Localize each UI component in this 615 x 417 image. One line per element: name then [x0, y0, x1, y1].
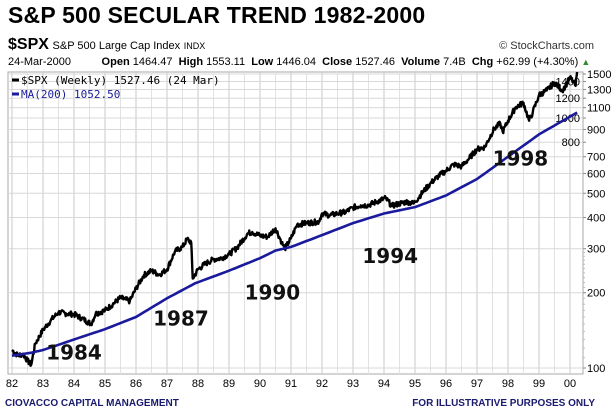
open-value: 1464.47 [132, 56, 173, 68]
chart-title: S&P 500 SECULAR TREND 1982-2000 [8, 2, 426, 28]
y-tick-label: 1200 [556, 93, 580, 105]
ma200-line [11, 111, 578, 357]
year-annotation: 1987 [153, 306, 209, 330]
year-annotation: 1994 [362, 244, 418, 268]
y-tick-label: 400 [587, 212, 605, 224]
x-tick-label: 98 [502, 378, 514, 390]
close-value: 1527.46 [355, 56, 395, 68]
ohlc-line: 24-Mar-2000 Open 1464.47 High 1553.11 Lo… [8, 56, 590, 68]
year-annotation: 1984 [46, 341, 102, 365]
x-tick-label: 83 [37, 378, 49, 390]
x-tick-label: 82 [6, 378, 18, 390]
y-tick-label: 1300 [587, 85, 611, 97]
x-tick-label: 93 [347, 378, 359, 390]
chg-value: +62.99 (+4.30%) [496, 56, 579, 68]
x-tick-label: 92 [316, 378, 328, 390]
symbol-line: $SPX S&P 500 Large Cap Index INDX [8, 36, 205, 55]
x-tick-label: 90 [254, 378, 266, 390]
x-tick-label: 89 [223, 378, 235, 390]
close-label: Close [322, 56, 353, 68]
x-tick-label: 85 [99, 378, 111, 390]
year-annotation: 1998 [493, 147, 549, 171]
x-tick-label: 87 [161, 378, 173, 390]
footer-right: FOR ILLUSTRATIVE PURPOSES ONLY [412, 398, 595, 409]
y-tick-label: 800 [562, 137, 580, 149]
x-tick-label: 97 [471, 378, 483, 390]
low-label: Low [251, 56, 274, 68]
x-tick-label: 00 [564, 378, 576, 390]
footer-left: CIOVACCO CAPITAL MANAGEMENT [5, 398, 179, 409]
y-tick-label: 200 [587, 288, 605, 300]
copyright: © StockCharts.com [499, 40, 594, 52]
x-tick-label: 88 [192, 378, 204, 390]
y-tick-label: 700 [587, 152, 605, 164]
x-tick-label: 84 [68, 378, 80, 390]
x-tick-label: 99 [533, 378, 545, 390]
legend-spx: $SPX (Weekly) 1527.46 (24 Mar) [21, 74, 220, 87]
plot-area [7, 71, 584, 375]
exchange: INDX [183, 41, 206, 51]
year-annotation: 1990 [245, 280, 301, 304]
y-tick-label: 100 [587, 363, 605, 375]
symbol: $SPX [8, 36, 49, 53]
y-tick-label: 1500 [587, 69, 611, 81]
y-tick-label: 900 [587, 124, 605, 136]
spx-price-line [11, 71, 579, 367]
legend-ma200: MA(200) 1052.50 [21, 88, 120, 101]
up-arrow-icon: ▲ [581, 57, 591, 67]
x-tick-label: 95 [409, 378, 421, 390]
date: 24-Mar-2000 [8, 56, 71, 68]
x-tick-label: 91 [285, 378, 297, 390]
volume-label: Volume [401, 56, 441, 68]
volume-value: 7.4B [443, 56, 466, 68]
chg-label: Chg [471, 56, 494, 68]
x-tick-label: 94 [378, 378, 390, 390]
x-tick-label: 86 [130, 378, 142, 390]
high-label: High [178, 56, 204, 68]
y-tick-label: 500 [587, 188, 605, 200]
symbol-name: S&P 500 Large Cap Index [52, 40, 181, 52]
open-label: Open [101, 56, 130, 68]
y-tick-label: 300 [587, 244, 605, 256]
high-value: 1553.11 [206, 56, 246, 68]
low-value: 1446.04 [276, 56, 317, 68]
y-tick-label: 1100 [587, 103, 611, 115]
y-tick-label: 600 [587, 168, 605, 180]
x-tick-label: 96 [440, 378, 452, 390]
